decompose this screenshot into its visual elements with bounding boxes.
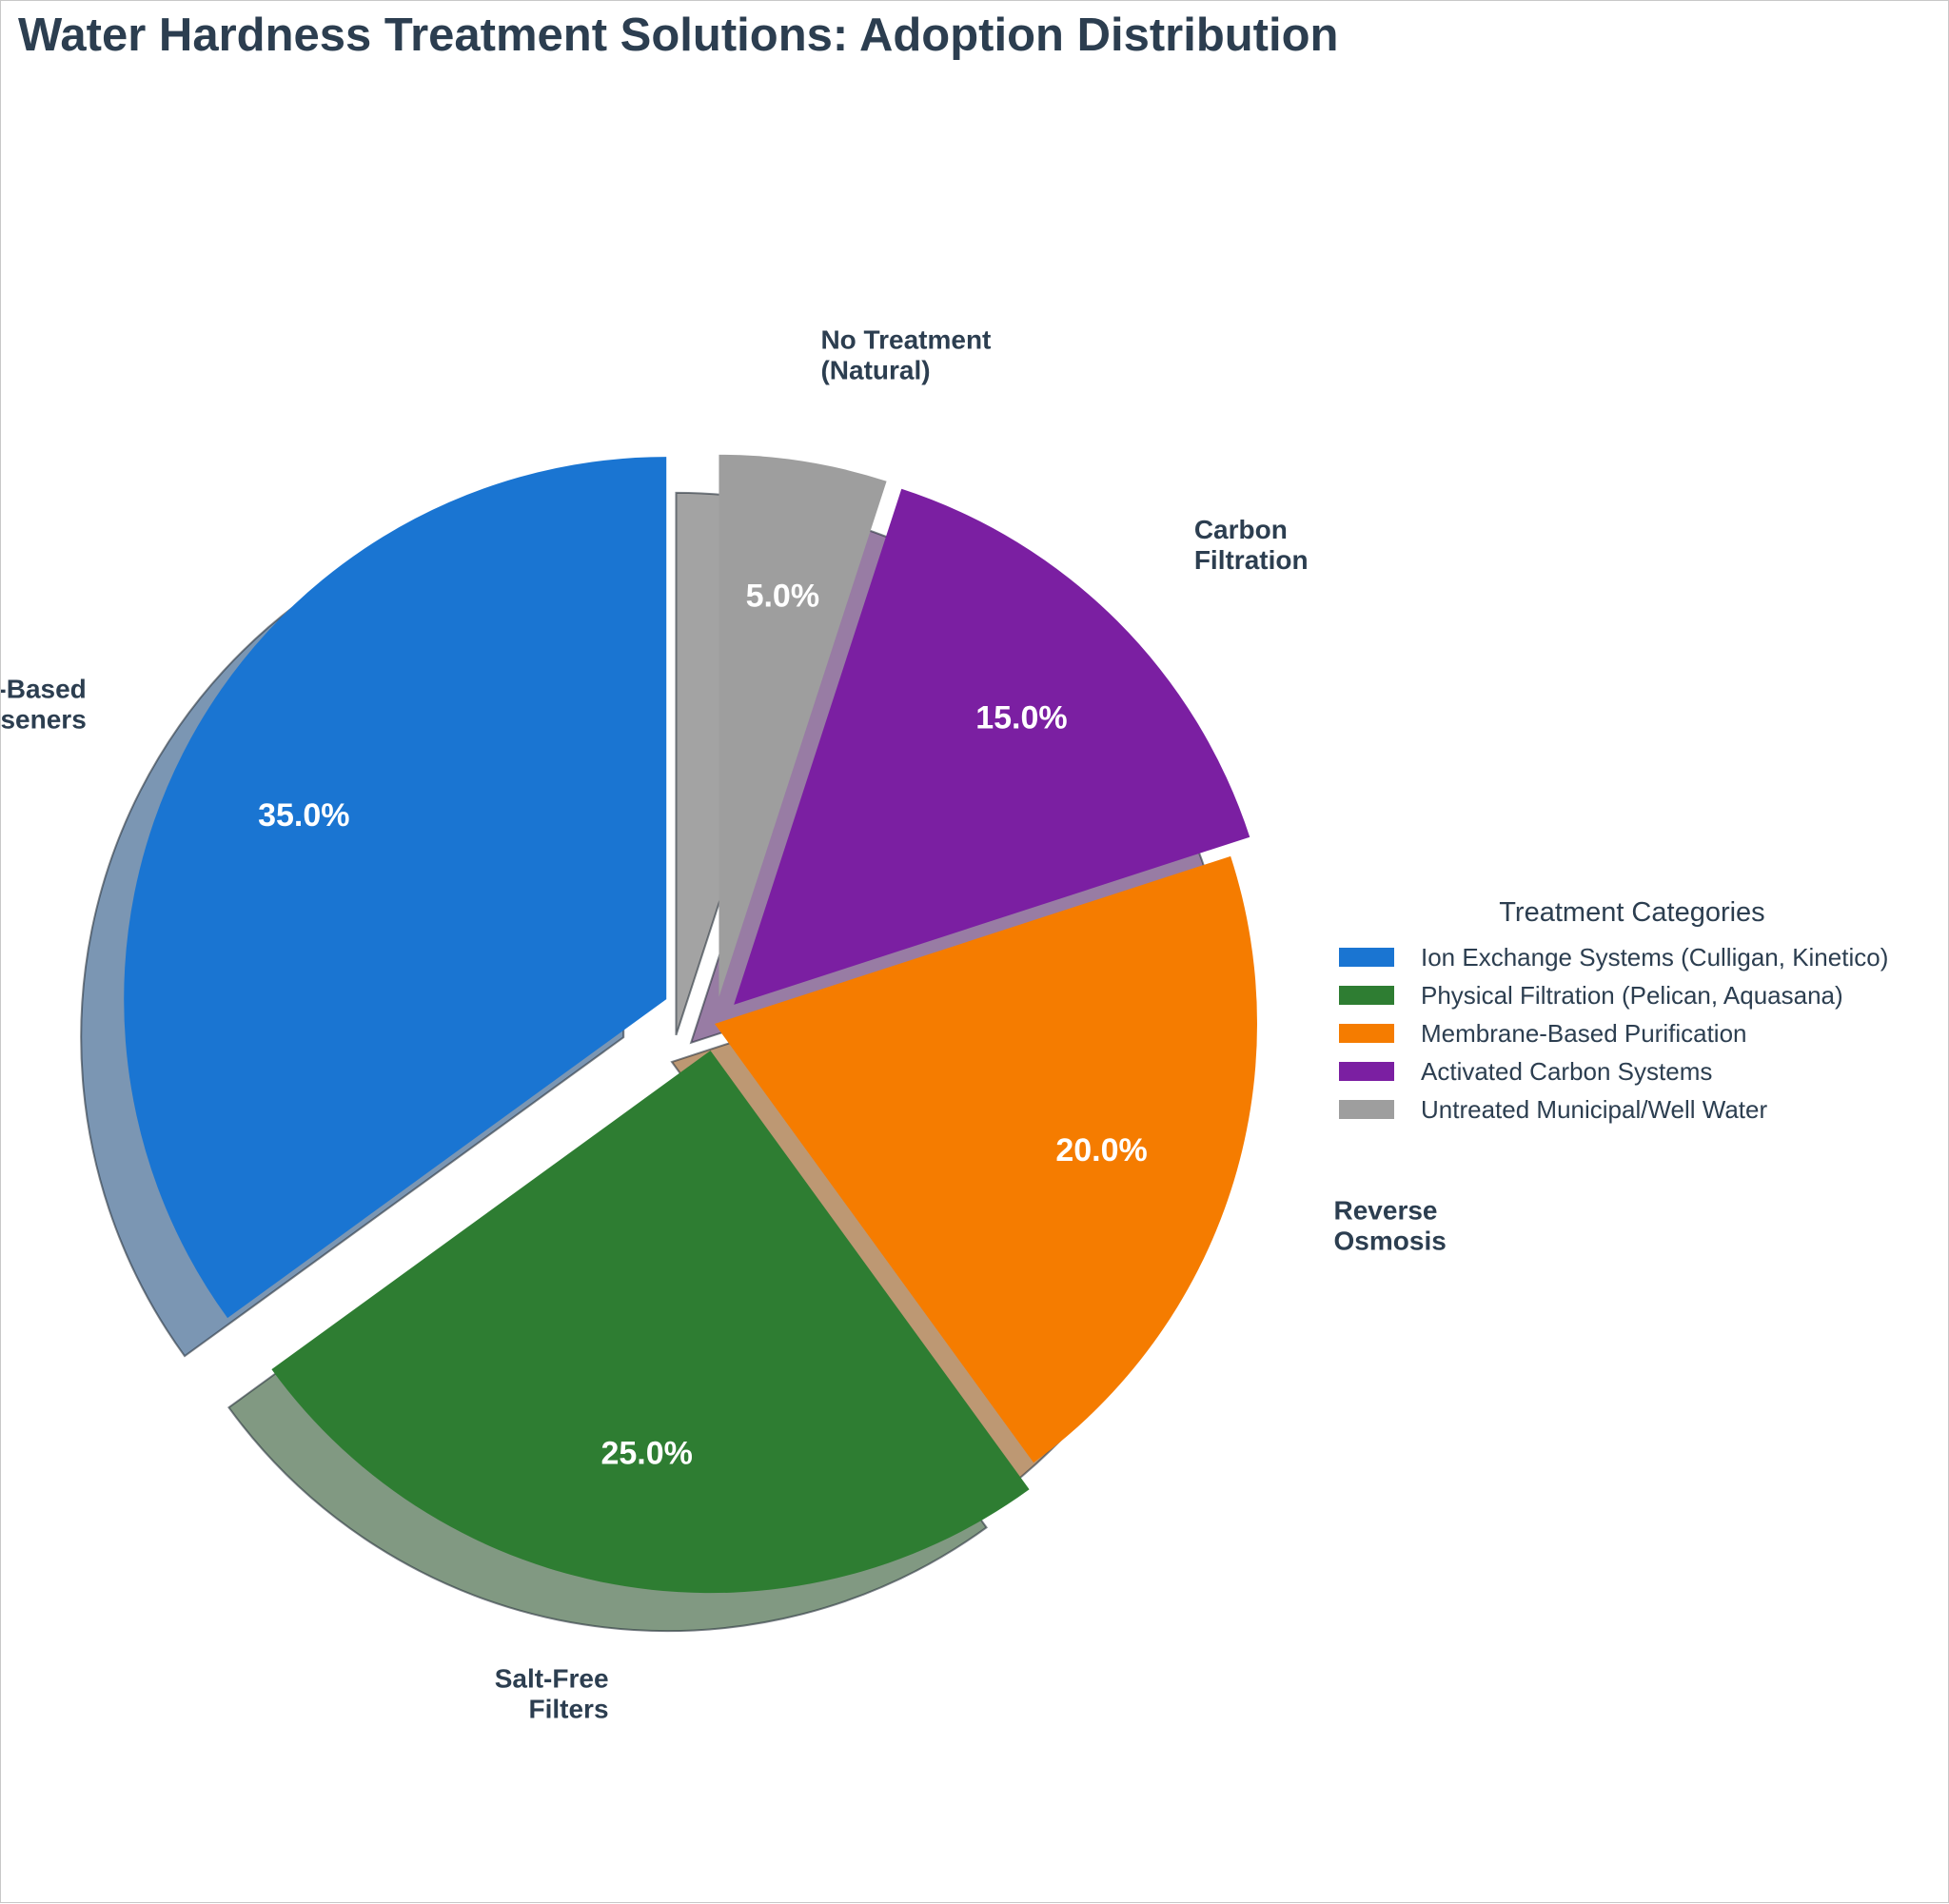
legend: Treatment Categories Ion Exchange System… [1337,897,1927,1129]
pct-label-physical-filtration-pelican-aquasana: 25.0% [600,1435,692,1471]
slice-physical-filtration-pelican-aquasana[interactable] [271,1050,1030,1594]
slice-membrane-based-purification[interactable] [715,855,1257,1463]
legend-label: Membrane-Based Purification [1421,1018,1747,1048]
legend-swatch [1339,986,1394,1005]
legend-item-ion-exchange-systems-culligan-kinetico[interactable]: Ion Exchange Systems (Culligan, Kinetico… [1337,938,1927,976]
legend-item-untreated-municipal-well-water[interactable]: Untreated Municipal/Well Water [1337,1090,1927,1129]
pct-label-untreated-municipal-well-water: 5.0% [746,579,820,615]
slice-untreated-municipal-well-water[interactable] [719,454,887,997]
chart-title: Water Hardness Treatment Solutions: Adop… [18,10,1339,61]
slice-ion-exchange-systems-culligan-kinetico[interactable] [124,457,667,1319]
legend-label: Untreated Municipal/Well Water [1421,1094,1768,1124]
legend-items: Ion Exchange Systems (Culligan, Kinetico… [1337,938,1927,1129]
legend-swatch [1339,1024,1394,1043]
pie-wedges [124,454,1257,1594]
legend-item-activated-carbon-systems[interactable]: Activated Carbon Systems [1337,1052,1927,1090]
legend-label: Physical Filtration (Pelican, Aquasana) [1421,980,1843,1010]
category-label-ion-exchange-systems-culligan-kinetico: Salt-BasedSoftseners [1,675,87,735]
legend-item-physical-filtration-pelican-aquasana[interactable]: Physical Filtration (Pelican, Aquasana) [1337,976,1927,1014]
legend-label: Activated Carbon Systems [1421,1056,1713,1086]
legend-label: Ion Exchange Systems (Culligan, Kinetico… [1421,942,1889,972]
category-label-physical-filtration-pelican-aquasana: Salt-Free Filters [495,1664,609,1724]
legend-item-membrane-based-purification[interactable]: Membrane-Based Purification [1337,1014,1927,1052]
category-label-membrane-based-purification: Reverse Osmosis [1334,1195,1447,1255]
legend-swatch [1339,1100,1394,1119]
category-label-activated-carbon-systems: Carbon Filtration [1194,515,1309,575]
legend-title: Treatment Categories [1499,897,1765,928]
pct-label-membrane-based-purification: 20.0% [1055,1132,1147,1168]
legend-swatch [1339,948,1394,967]
legend-swatch [1339,1062,1394,1081]
slice-activated-carbon-systems[interactable] [734,488,1250,1005]
category-label-untreated-municipal-well-water: No Treatment (Natural) [820,324,991,384]
pie-labels: 35.0% Salt-BasedSoftseners 25.0% Salt-FreeF… [1,324,1447,1723]
pct-label-activated-carbon-systems: 15.0% [975,700,1067,736]
pct-label-ion-exchange-systems-culligan-kinetico: 35.0% [258,797,349,834]
